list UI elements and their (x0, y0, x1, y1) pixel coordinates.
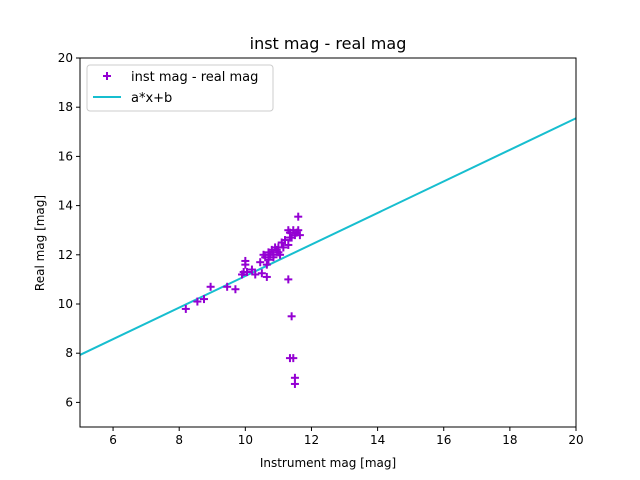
y-tick-label: 6 (65, 395, 73, 409)
scatter-point (193, 297, 202, 306)
scatter-point (295, 231, 304, 240)
fit-line (79, 117, 577, 356)
scatter-point (262, 260, 271, 269)
scatter-point (281, 236, 290, 245)
x-tick-label: 16 (436, 433, 451, 447)
legend-label-line: a*x+b (131, 91, 172, 106)
legend-scatter-marker (103, 72, 111, 80)
legend: inst mag - real mag a*x+b (86, 64, 274, 112)
x-tick-label: 10 (238, 433, 253, 447)
scatter-point (242, 268, 251, 277)
chart-title: inst mag - real mag (250, 34, 407, 53)
scatter-point (289, 354, 298, 363)
scatter-point (290, 379, 299, 388)
x-tick-label: 6 (109, 433, 117, 447)
scatter-point (284, 275, 293, 284)
scatter-point (294, 212, 303, 221)
scatter-point (257, 269, 266, 278)
scatter-point (294, 226, 303, 235)
scatter-point (241, 260, 250, 269)
plot-area (80, 58, 576, 427)
y-tick-label: 18 (58, 100, 73, 114)
x-axis-label: Instrument mag [mag] (260, 456, 396, 470)
legend-marker (103, 72, 111, 80)
y-tick-label: 12 (58, 248, 73, 262)
axes-frame (79, 57, 577, 428)
scatter-point (251, 270, 260, 279)
scatter-point (181, 304, 190, 313)
scatter-point (247, 265, 256, 274)
series-layer (79, 117, 577, 388)
scatter-point (223, 282, 232, 291)
y-tick-label: 14 (58, 199, 73, 213)
y-tick-label: 20 (58, 51, 73, 65)
x-tick-label: 14 (370, 433, 385, 447)
x-axis-ticks: 6 8 10 12 14 16 18 20 (109, 427, 584, 447)
x-tick-label: 12 (304, 433, 319, 447)
y-tick-label: 8 (65, 346, 73, 360)
scatter-point (287, 312, 296, 321)
y-tick-label: 10 (58, 297, 73, 311)
scatter-point (206, 282, 215, 291)
y-tick-label: 16 (58, 149, 73, 163)
y-axis-ticks: 6 8 10 12 14 16 18 20 (58, 51, 80, 409)
scatter-point (262, 272, 271, 281)
x-tick-label: 18 (502, 433, 517, 447)
scatter-point (276, 250, 285, 259)
legend-box (86, 64, 274, 112)
x-tick-label: 20 (568, 433, 583, 447)
scatter-point (279, 243, 288, 252)
scatter-point (264, 255, 273, 264)
scatter-point (200, 295, 208, 304)
y-axis-label: Real mag [mag] (33, 195, 47, 291)
scatter-point (256, 258, 265, 267)
x-tick-label: 8 (175, 433, 183, 447)
legend-label-scatter: inst mag - real mag (131, 70, 258, 85)
scatter-point (231, 285, 240, 294)
scatter-point (284, 240, 293, 249)
